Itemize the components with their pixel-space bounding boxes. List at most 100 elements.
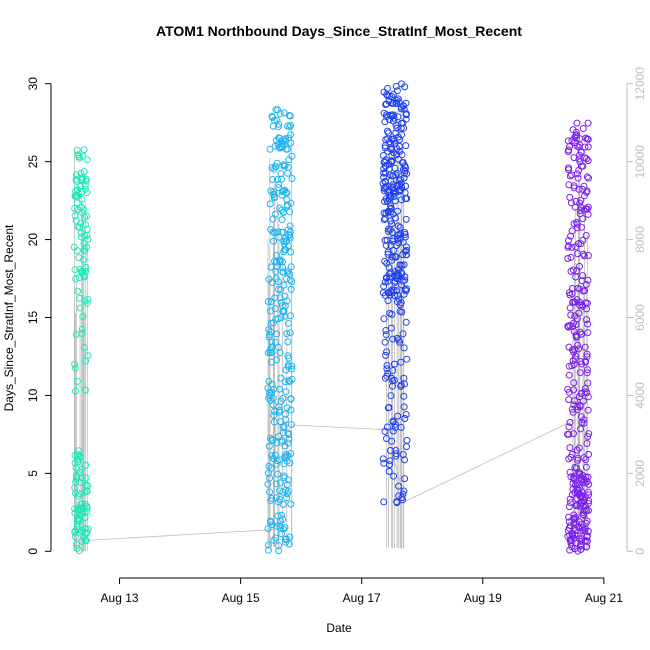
data-point	[388, 112, 396, 120]
data-point	[580, 250, 587, 258]
data-point	[578, 524, 586, 532]
data-point	[570, 474, 578, 482]
data-point	[275, 181, 283, 188]
data-point	[585, 450, 593, 458]
y2-tick-label: 2000	[633, 460, 647, 487]
data-point	[264, 480, 272, 488]
data-point	[286, 329, 294, 337]
data-point	[282, 535, 290, 543]
data-point	[380, 282, 388, 290]
data-point	[279, 263, 286, 271]
data-point	[269, 176, 277, 183]
data-point	[265, 333, 273, 341]
data-point	[578, 537, 585, 545]
data-point	[379, 152, 387, 159]
data-point	[565, 237, 572, 244]
data-point	[579, 494, 587, 502]
data-point	[382, 241, 390, 249]
data-point	[566, 172, 574, 180]
x-tick-label: Aug 17	[343, 591, 381, 605]
data-point	[265, 442, 273, 450]
data-point	[76, 469, 84, 476]
data-point	[576, 500, 584, 508]
data-point	[267, 319, 275, 327]
data-point	[72, 331, 80, 338]
data-point	[266, 145, 274, 153]
data-point	[570, 220, 578, 228]
data-point	[74, 456, 82, 464]
data-point	[270, 237, 278, 245]
data-point	[80, 245, 88, 253]
data-point	[72, 275, 80, 283]
data-point	[284, 352, 292, 360]
data-point	[402, 215, 410, 223]
data-point	[583, 316, 591, 324]
data-point	[568, 405, 576, 413]
x-tick-label: Aug 15	[222, 591, 260, 605]
data-point	[267, 298, 275, 306]
data-point	[381, 142, 389, 150]
data-point	[565, 503, 573, 511]
data-point	[584, 119, 592, 127]
data-point	[287, 263, 295, 271]
data-point	[267, 434, 274, 442]
data-point	[386, 291, 394, 299]
data-point	[572, 243, 580, 251]
data-point	[380, 498, 388, 506]
data-point	[286, 112, 294, 120]
data-point	[80, 146, 88, 154]
data-point	[285, 435, 293, 443]
data-point	[394, 235, 402, 243]
data-point	[575, 166, 583, 174]
data-point	[78, 325, 86, 333]
data-point	[276, 110, 284, 118]
data-point	[398, 151, 406, 159]
data-point	[568, 362, 576, 370]
data-point	[380, 169, 388, 177]
data-point	[390, 193, 398, 201]
data-point	[397, 299, 405, 307]
data-point	[380, 216, 388, 224]
data-point	[582, 188, 590, 196]
data-point	[391, 423, 399, 431]
data-point	[581, 154, 589, 162]
data-point	[396, 143, 404, 150]
data-point	[76, 478, 84, 486]
data-point	[394, 95, 402, 103]
data-point	[266, 396, 274, 404]
data-point	[579, 502, 587, 510]
data-point	[569, 126, 577, 134]
data-point	[577, 148, 585, 156]
data-point	[402, 142, 410, 150]
data-point	[393, 334, 401, 342]
y-tick-label: 5	[26, 470, 40, 477]
data-point	[564, 323, 572, 331]
data-point	[403, 443, 410, 451]
data-point	[567, 499, 574, 507]
data-point	[398, 281, 405, 289]
data-point	[565, 396, 573, 404]
data-point	[73, 146, 81, 154]
data-point	[274, 263, 281, 271]
data-point	[403, 251, 410, 259]
data-point	[383, 259, 391, 267]
data-point	[78, 233, 86, 241]
data-point	[276, 294, 284, 302]
data-point	[578, 535, 586, 543]
data-point	[584, 488, 592, 496]
data-point	[390, 137, 398, 145]
data-point	[286, 222, 294, 230]
data-point	[394, 275, 401, 283]
data-point	[384, 85, 391, 92]
data-point	[275, 433, 283, 440]
y-tick-label: 25	[26, 155, 40, 169]
data-point	[389, 99, 397, 107]
data-point	[270, 188, 278, 196]
data-point	[394, 207, 401, 215]
data-point	[71, 266, 79, 274]
data-point	[272, 480, 280, 488]
data-point	[400, 344, 408, 352]
data-point	[271, 142, 279, 150]
data-point	[272, 534, 280, 542]
